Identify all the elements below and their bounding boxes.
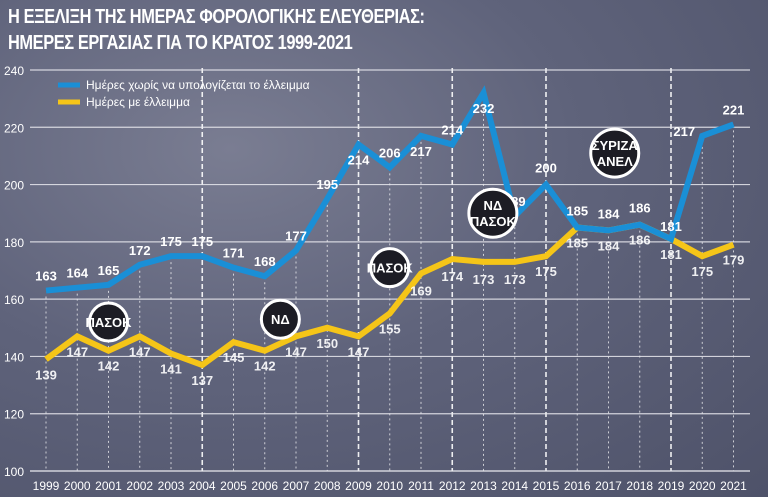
government-badge-label: ΝΔ [484,198,503,213]
data-label-series-0: 184 [598,206,620,221]
chart-title-line2: ΗΜΕΡΕΣ ΕΡΓΑΣΙΑΣ ΓΙΑ ΤΟ ΚΡΑΤΟΣ 1999-2021 [8,32,353,54]
data-label-series-1: 174 [441,269,463,284]
x-tick-label: 2012 [439,479,466,493]
legend-label: Ημέρες χωρίς να υπολογίζεται το έλλειμμα [86,78,310,92]
x-tick-label: 2002 [126,479,153,493]
data-label-series-1: 147 [285,344,307,359]
data-label-series-1: 175 [691,264,713,279]
y-tick-label: 120 [4,408,24,422]
data-label-series-1: 175 [535,264,557,279]
y-tick-label: 140 [4,350,24,364]
government-badge [259,298,301,340]
data-label-series-1: 145 [223,350,245,365]
data-label-series-0: 232 [473,101,495,116]
data-label-series-1: 141 [160,362,182,377]
data-label-series-0: 165 [98,263,120,278]
chart-title-line1: Η ΕΞΕΛΙΞΗ ΤΗΣ ΗΜΕΡΑΣ ΦΟΡΟΛΟΓΙΚΗΣ ΕΛΕΥΘΕΡ… [8,6,425,28]
x-tick-label: 2005 [220,479,247,493]
x-tick-label: 2001 [95,479,122,493]
data-label-series-0: 200 [535,161,557,176]
data-label-series-0: 163 [35,269,57,284]
data-label-series-0: 195 [316,177,338,192]
data-label-series-1: 185 [566,236,588,251]
data-label-series-0: 206 [379,145,401,160]
y-tick-label: 100 [4,465,24,479]
government-badge [369,247,411,289]
data-label-series-1: 139 [35,367,57,382]
government-badge-label: ΠΑΣΟΚ [470,214,517,229]
data-label-series-1: 173 [504,272,526,287]
x-tick-label: 1999 [33,479,60,493]
x-tick-label: 2000 [64,479,91,493]
data-label-series-1: 137 [191,373,213,388]
data-label-series-0: 214 [441,122,463,137]
data-label-series-0: 171 [223,246,245,261]
x-tick-label: 2014 [501,479,528,493]
x-tick-label: 2006 [251,479,278,493]
y-tick-label: 220 [4,121,24,135]
data-label-series-0: 221 [723,102,745,117]
data-label-series-1: 181 [660,247,682,262]
government-badge [88,301,129,343]
data-label-series-1: 142 [98,359,120,374]
x-tick-label: 2008 [314,479,341,493]
government-badge-label: ΑΝΕΛ [597,154,633,169]
legend-label: Ημέρες με έλλειμμα [86,95,190,109]
x-tick-label: 2020 [689,479,716,493]
data-label-series-1: 179 [723,253,745,268]
government-badge-label: ΠΑΣΟΚ [85,315,132,330]
data-label-series-0: 217 [673,124,695,139]
data-label-series-1: 155 [379,321,401,336]
data-label-series-1: 184 [598,238,620,253]
data-label-series-1: 142 [254,359,276,374]
x-tick-label: 2011 [408,479,434,493]
x-tick-label: 2009 [345,479,372,493]
x-tick-label: 2019 [658,479,685,493]
x-tick-label: 2021 [720,479,747,493]
data-label-series-0: 164 [66,266,88,281]
data-label-series-1: 147 [129,344,151,359]
government-badge [589,127,641,179]
data-label-series-1: 150 [316,336,338,351]
data-label-series-1: 186 [629,233,651,248]
x-tick-label: 2017 [595,479,622,493]
government-badge-label: ΝΔ [271,312,290,327]
data-label-series-0: 214 [348,152,370,167]
y-tick-label: 180 [4,236,24,250]
data-label-series-0: 175 [160,234,182,249]
data-label-series-0: 175 [191,234,213,249]
y-tick-label: 240 [4,64,24,78]
x-tick-label: 2007 [283,479,310,493]
government-badge [467,187,519,239]
government-badge-label: ΣΥΡΙΖΑ [592,138,639,153]
x-tick-label: 2015 [533,479,560,493]
x-tick-label: 2010 [376,479,403,493]
x-tick-label: 2016 [564,479,591,493]
x-tick-label: 2003 [158,479,185,493]
data-label-series-0: 217 [410,144,432,159]
x-tick-label: 2004 [189,479,216,493]
government-badge-label: ΠΑΣΟΚ [367,261,414,276]
y-tick-label: 200 [4,179,24,193]
data-label-series-1: 169 [410,283,432,298]
data-label-series-0: 168 [254,254,276,269]
data-label-series-0: 172 [129,243,151,258]
series-line-0 [45,85,735,294]
data-label-series-0: 181 [660,219,682,234]
data-label-series-1: 173 [473,272,495,287]
y-tick-label: 160 [4,293,24,307]
data-label-series-1: 147 [66,344,88,359]
data-label-series-1: 147 [348,344,370,359]
x-tick-label: 2013 [470,479,497,493]
data-label-series-0: 177 [285,228,307,243]
x-tick-label: 2018 [626,479,653,493]
data-label-series-0: 186 [629,201,651,216]
data-label-series-0: 185 [566,204,588,219]
